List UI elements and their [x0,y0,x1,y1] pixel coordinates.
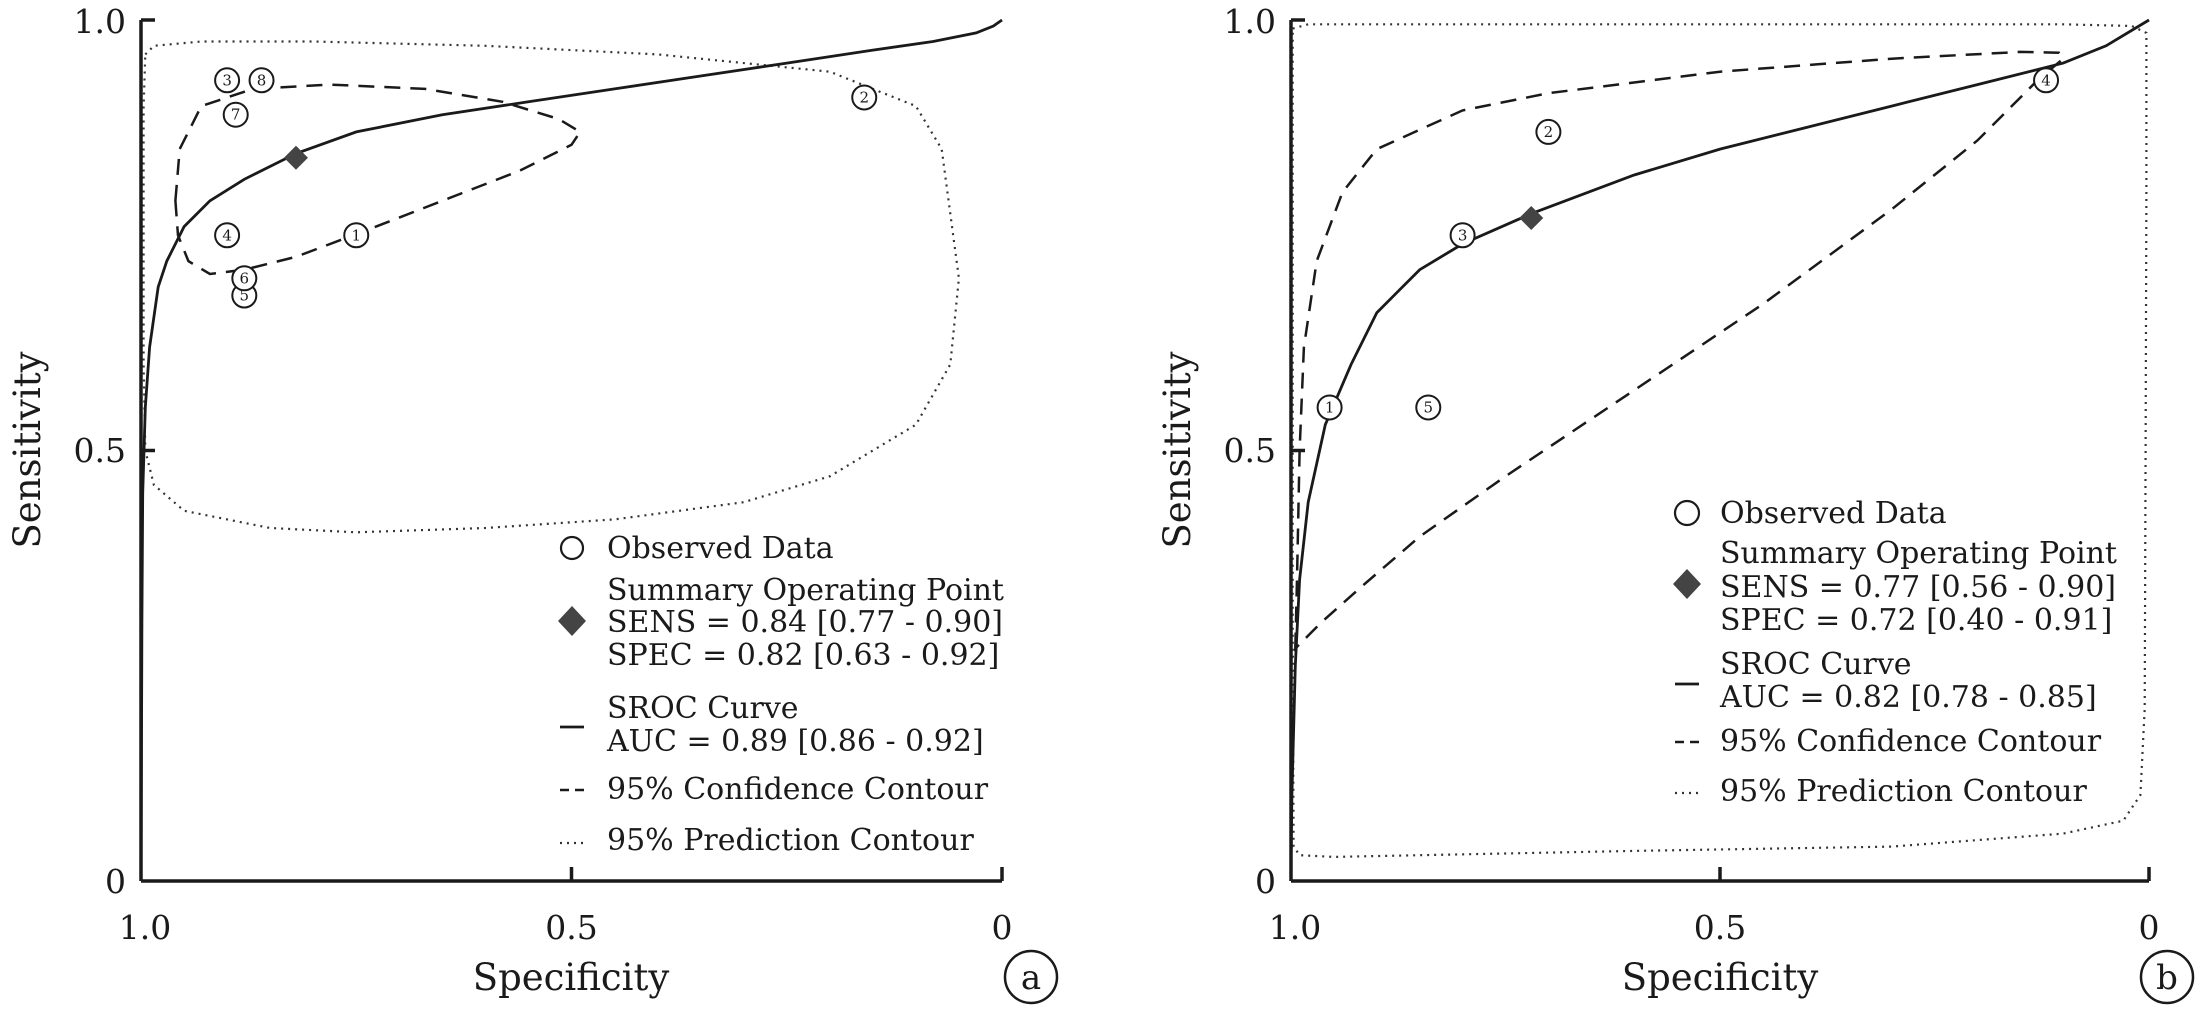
y-tick-label: 1.0 [74,2,126,41]
observed-point-label: 1 [351,226,361,244]
observed-point-3: 3 [214,67,241,94]
observed-point-label: 2 [859,88,869,106]
observed-point-label: 4 [2041,71,2051,89]
x-tick-label: 0 [992,908,1013,947]
observed-point-6: 6 [231,265,258,292]
observed-point-label: 8 [257,71,267,89]
legend-summary-sens: SENS = 0.84 [0.77 - 0.90] [607,605,1003,640]
legend-summary-symbol [558,606,586,636]
panel-label-circle [2139,949,2195,1005]
y-axis-label: Sensitivity [6,351,49,548]
legend-sroc-label: SROC Curve [607,691,799,726]
legend-summary-symbol [1673,569,1701,599]
panel-label-circle [1003,949,1059,1005]
observed-point-marker [248,67,275,94]
summary-point-marker [1519,206,1544,231]
observed-point-label: 3 [1458,226,1468,244]
x-axis-label: Specificity [1622,956,1819,999]
legend-observed-symbol [1673,499,1701,527]
legend: Observed Data Summary Operating Point SE… [558,531,1004,858]
observed-point-5: 5 [1415,394,1442,421]
observed-point-marker [2033,67,2060,94]
panel-label: a [1021,958,1041,998]
observed-point-4: 4 [214,222,241,249]
panel-b: 0 0.5 1.0 1.0 0.5 0 Specificity Sensitiv… [1156,2,2195,1005]
legend-observed-label: Observed Data [1720,496,1947,531]
legend-prediction-label: 95% Prediction Contour [607,823,974,858]
observed-point-marker [231,265,258,292]
observed-point-label: 5 [240,287,250,305]
panel-label: b [2156,958,2178,998]
observed-point-marker [1415,394,1442,421]
prediction-contour-path [142,40,961,534]
y-tick-label: 0.5 [1224,431,1276,470]
observed-points: 1 2 3 4 5 [1316,67,2060,421]
observed-point-label: 4 [222,226,232,244]
sroc-curve-path [139,18,1003,882]
y-axis-label: Sensitivity [1156,351,1199,548]
observed-point-label: 3 [222,71,232,89]
y-tick-label: 0 [105,862,126,901]
prediction-contour-path [1291,23,2148,859]
legend: Observed Data Summary Operating Point SE… [1673,496,2117,809]
observed-point-marker [1316,394,1343,421]
observed-point-marker [222,101,249,128]
x-axis-label: Specificity [473,956,670,999]
observed-point-marker [214,67,241,94]
prediction-contour [142,40,961,534]
legend-summary-sens: SENS = 0.77 [0.56 - 0.90] [1720,570,2116,605]
observed-point-marker [851,84,878,111]
legend-auc-label: AUC = 0.89 [0.86 - 0.92] [606,724,984,759]
observed-point-1: 1 [343,222,370,249]
legend-summary-spec: SPEC = 0.72 [0.40 - 0.91] [1720,603,2112,638]
y-tick-label: 0 [1255,862,1276,901]
prediction-contour [1291,23,2148,859]
y-tick-label: 1.0 [1224,2,1276,41]
confidence-contour [174,83,582,276]
legend-prediction-label: 95% Prediction Contour [1720,774,2087,809]
legend-sroc-label: SROC Curve [1720,647,1912,682]
x-tick-label: 1.0 [1269,908,1321,947]
observed-point-marker [214,222,241,249]
legend-summary-title: Summary Operating Point [607,573,1004,608]
x-tick-label: 0 [2139,908,2160,947]
y-tick-label: 0.5 [74,431,126,470]
confidence-contour-path [174,83,582,276]
legend-confidence-label: 95% Confidence Contour [1720,724,2102,759]
legend-summary-spec: SPEC = 0.82 [0.63 - 0.92] [607,638,999,673]
observed-point-label: 7 [231,106,241,124]
legend-summary-title: Summary Operating Point [1720,536,2117,571]
sroc-curve [139,18,1003,882]
observed-point-2: 2 [1535,118,1562,145]
legend-auc-label: AUC = 0.82 [0.78 - 0.85] [1719,680,2097,715]
x-tick-label: 0.5 [545,908,597,947]
observed-point-4: 4 [2033,67,2060,94]
observed-point-2: 2 [851,84,878,111]
observed-point-8: 8 [248,67,275,94]
confidence-contour-path [1293,50,2065,652]
observed-point-marker [343,222,370,249]
x-tick-label: 0.5 [1694,908,1746,947]
observed-point-1: 1 [1316,394,1343,421]
observed-point-label: 5 [1424,398,1434,416]
observed-point-label: 2 [1544,123,1554,141]
observed-point-marker [1535,118,1562,145]
legend-observed-label: Observed Data [607,531,834,566]
observed-point-label: 6 [240,269,250,287]
legend-confidence-label: 95% Confidence Contour [607,772,989,807]
x-tick-label: 1.0 [119,908,171,947]
confidence-contour [1293,50,2065,652]
panel-a: 0 0.5 1.0 1.0 0.5 0 Specificity Sensitiv… [6,2,1059,1005]
observed-point-label: 1 [1325,398,1335,416]
summary-point-marker [283,145,308,170]
observed-point-7: 7 [222,101,249,128]
observed-point-3: 3 [1449,222,1476,249]
legend-observed-symbol [559,535,585,561]
observed-point-marker [1449,222,1476,249]
